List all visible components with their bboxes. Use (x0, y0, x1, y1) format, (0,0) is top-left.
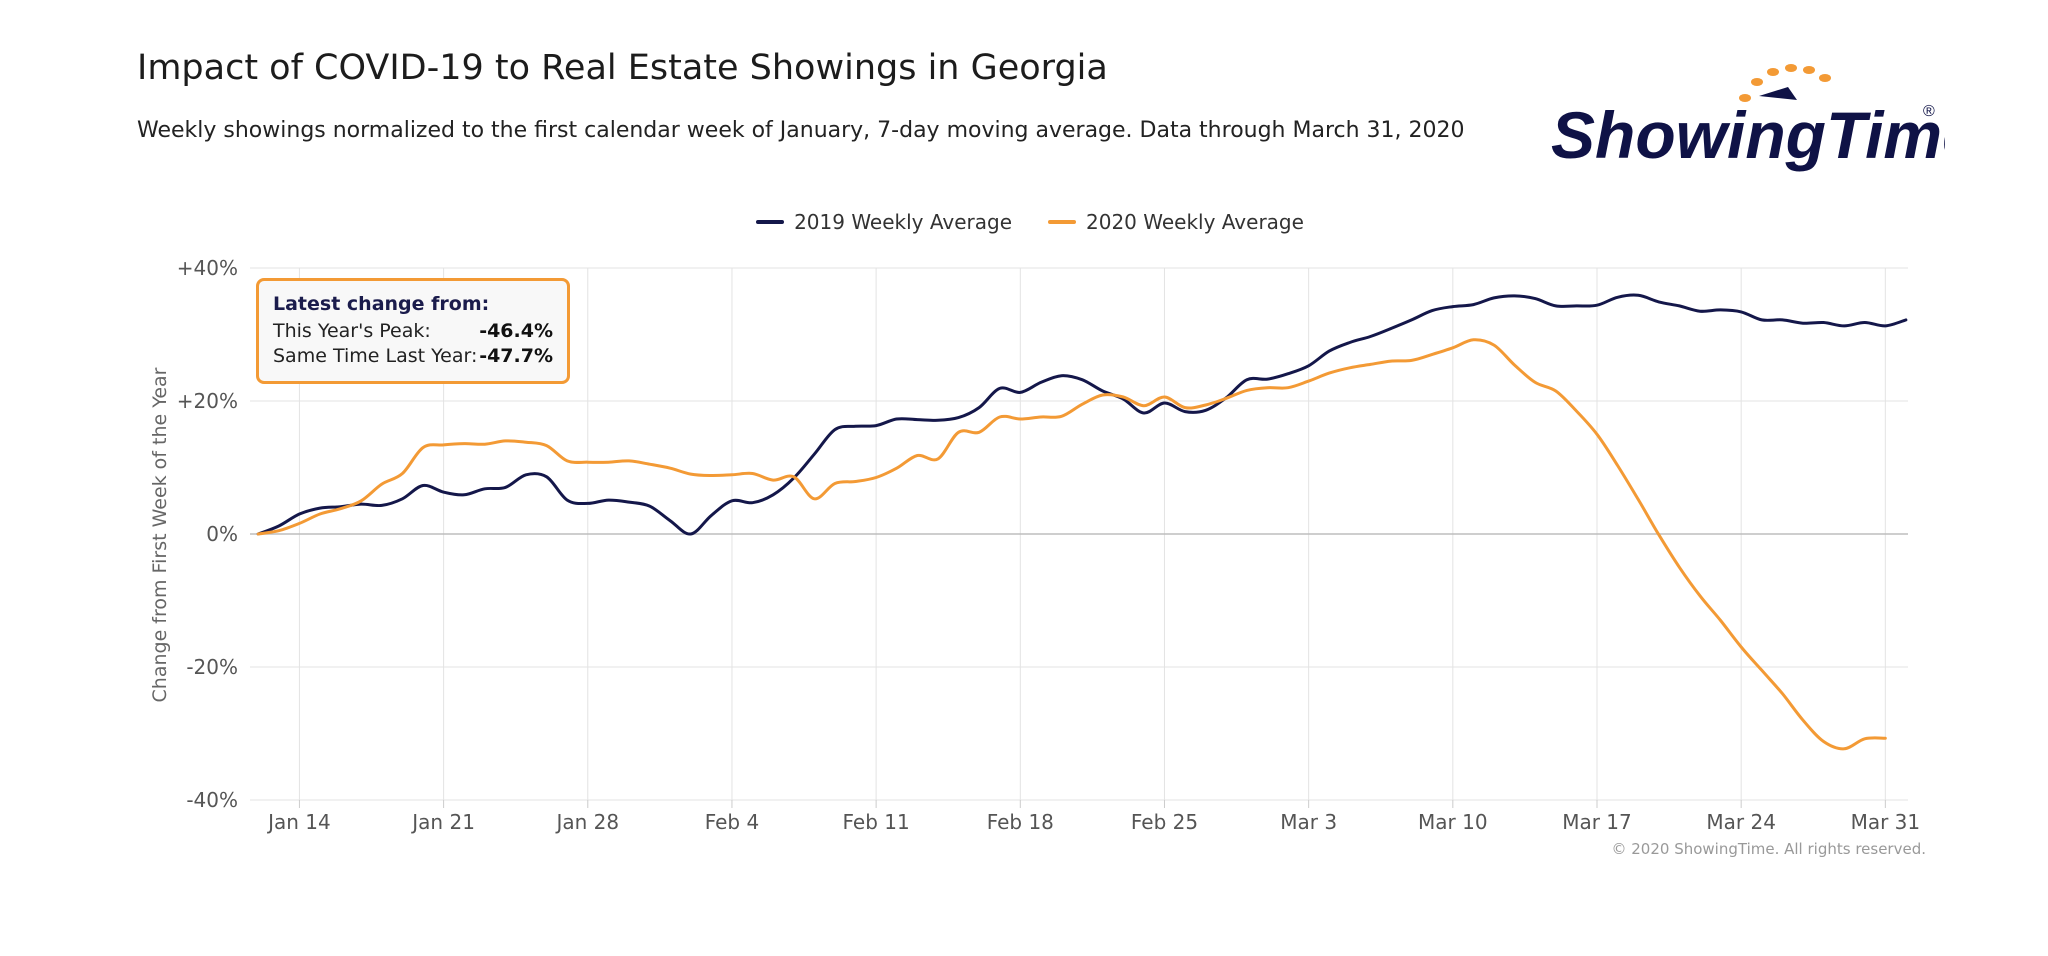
x-tick-label: Feb 18 (987, 810, 1054, 834)
legend-item-2019[interactable]: 2019 Weekly Average (756, 210, 1012, 234)
x-tick-label: Mar 24 (1706, 810, 1776, 834)
horizontal-gridlines (250, 267, 1908, 801)
y-tick-label: -20% (186, 655, 238, 679)
registered-mark: ® (1923, 103, 1935, 120)
info-label-last-year: Same Time Last Year: (273, 345, 478, 367)
chart-legend: 2019 Weekly Average 2020 Weekly Average (756, 210, 1304, 234)
x-tick-label: Feb 25 (1131, 810, 1198, 834)
x-tick-label: Mar 31 (1851, 810, 1921, 834)
legend-item-2020[interactable]: 2020 Weekly Average (1048, 210, 1304, 234)
x-tick-label: Mar 17 (1562, 810, 1632, 834)
copyright: © 2020 ShowingTime. All rights reserved. (1611, 840, 1927, 858)
x-tick-label: Jan 28 (554, 810, 619, 834)
logo-dots-icon (1739, 64, 1831, 102)
x-tick-label: Jan 21 (410, 810, 475, 834)
info-label-peak: This Year's Peak: (273, 320, 431, 342)
info-row-last-year: Same Time Last Year: -47.7% (273, 344, 553, 369)
info-value-peak: -46.4% (479, 320, 553, 342)
x-tick-label: Feb 4 (705, 810, 760, 834)
y-tick-label: +20% (177, 389, 238, 413)
y-tick-label: +40% (177, 256, 238, 280)
x-tick-label: Jan 14 (266, 810, 331, 834)
x-tick-label: Mar 3 (1280, 810, 1337, 834)
chart-series (256, 293, 1908, 751)
info-row-peak: This Year's Peak: -46.4% (273, 319, 553, 344)
x-axis-ticks: Jan 14 Jan 21 Jan 28 Feb 4 Feb 11 Feb 18 Feb 2… (266, 800, 1920, 834)
chart-subtitle: Weekly showings normalized to the first … (137, 118, 1465, 143)
legend-swatch-2019 (756, 220, 785, 224)
series-line-2020[interactable] (256, 338, 1887, 751)
latest-change-box: Latest change from: This Year's Peak: -4… (256, 278, 570, 384)
info-value-last-year: -47.7% (479, 345, 553, 367)
series-line-2019[interactable] (256, 293, 1908, 536)
legend-label-2019: 2019 Weekly Average (794, 210, 1012, 234)
x-tick-label: Mar 10 (1418, 810, 1488, 834)
logo-text: ShowingTime (1551, 98, 1945, 172)
legend-label-2020: 2020 Weekly Average (1086, 210, 1304, 234)
showingtime-logo: ShowingTime ® (1551, 64, 1945, 172)
y-tick-label: 0% (206, 522, 238, 546)
logo-swoosh-icon (1759, 87, 1797, 100)
y-axis-ticks: +40% +20% 0% -20% -40% (177, 256, 238, 812)
y-tick-label: -40% (186, 788, 238, 812)
x-tick-label: Feb 11 (843, 810, 910, 834)
latest-change-heading: Latest change from: (273, 293, 490, 315)
chart-title: Impact of COVID-19 to Real Estate Showin… (137, 48, 1108, 88)
legend-swatch-2020 (1048, 220, 1076, 224)
